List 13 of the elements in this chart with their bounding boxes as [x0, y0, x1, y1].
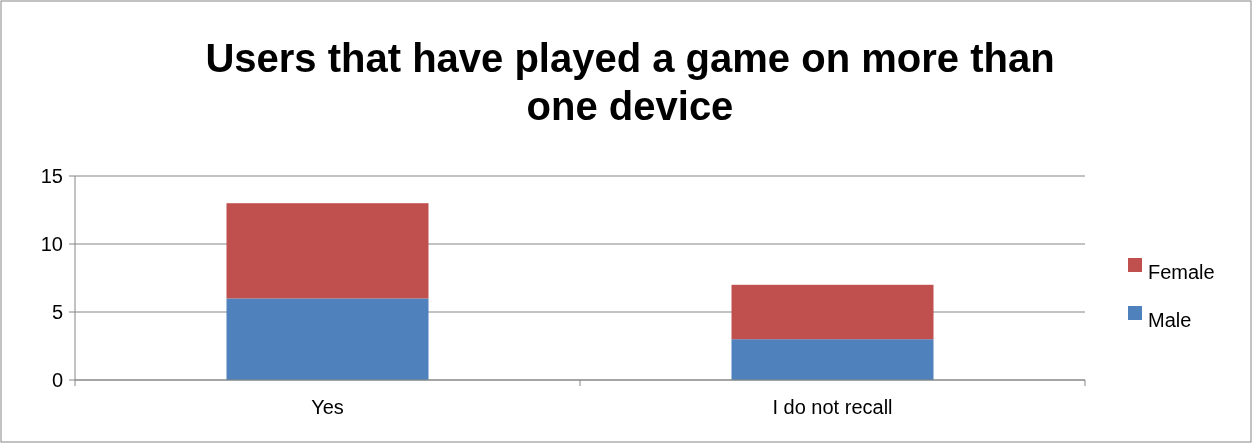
y-tick-label: 0 [51, 369, 63, 391]
y-tick-label: 15 [40, 165, 63, 187]
bar [731, 339, 934, 380]
x-tick-label: Yes [311, 396, 344, 418]
legend-label: Male [1148, 309, 1192, 331]
legend-label: Female [1148, 261, 1215, 283]
y-tick-label: 5 [51, 301, 63, 323]
bar [731, 284, 934, 340]
x-tick-label: I do not recall [772, 396, 893, 418]
bar [226, 203, 429, 299]
y-tick-label: 10 [40, 233, 63, 255]
chart-title: Users that have played a game on more than one device [205, 36, 1055, 128]
bar [226, 298, 429, 380]
